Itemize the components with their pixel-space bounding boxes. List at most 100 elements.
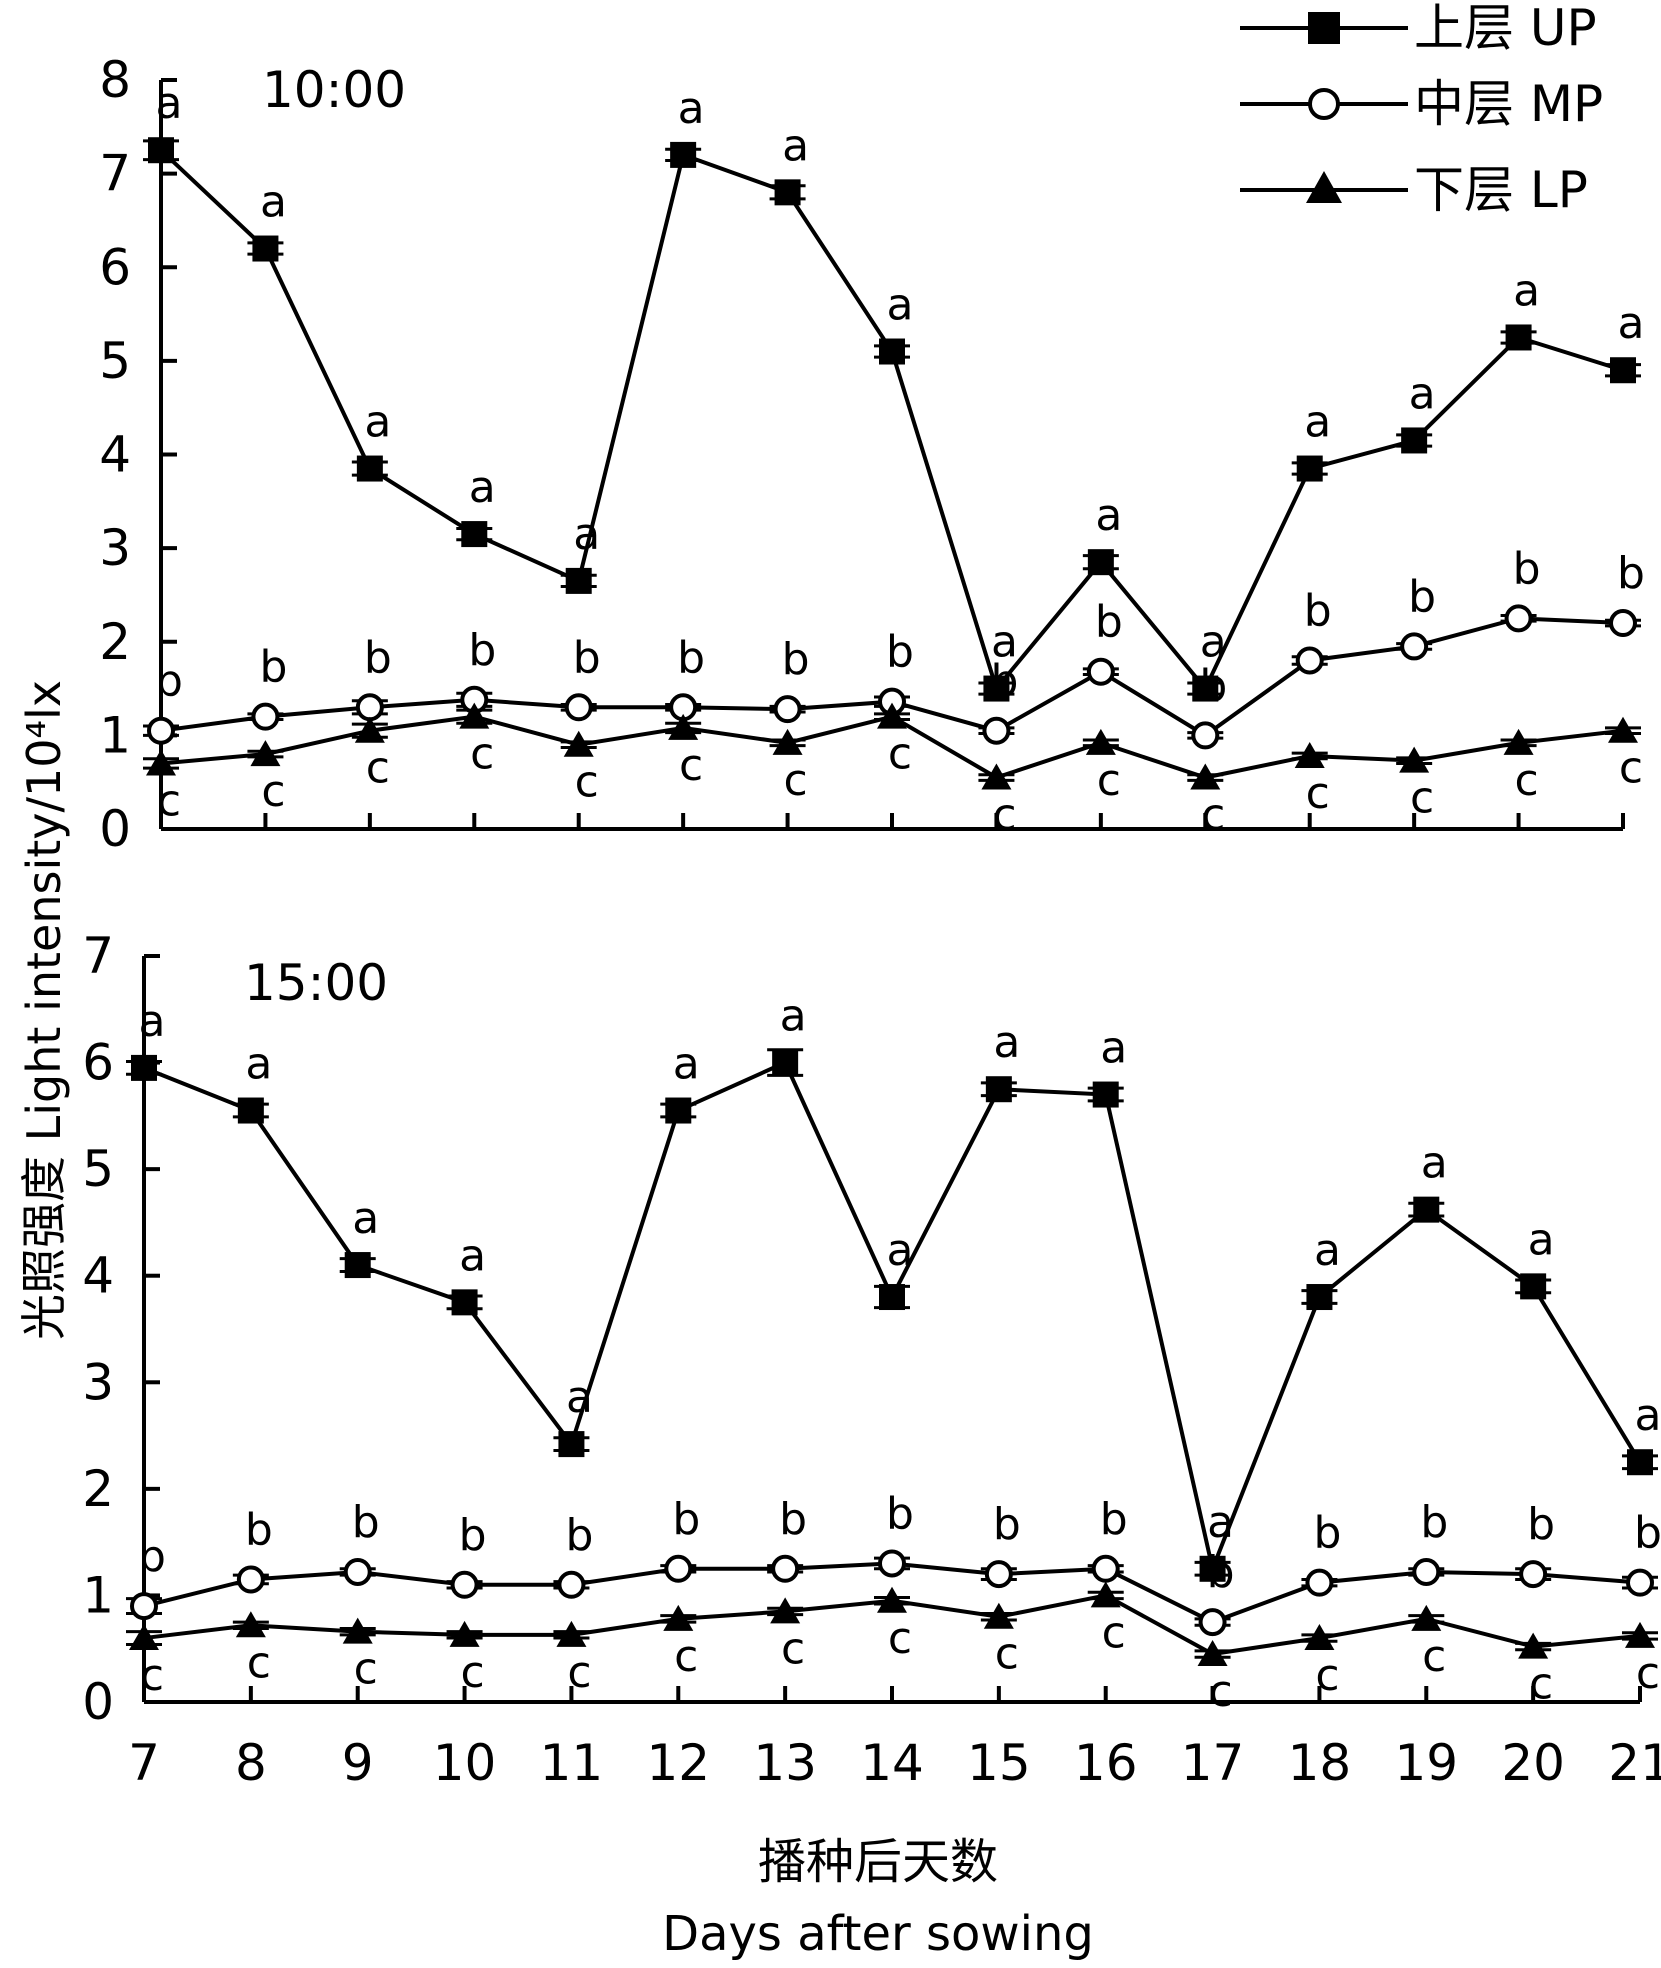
significance-label: b bbox=[1199, 660, 1227, 711]
point-up bbox=[1401, 427, 1428, 454]
point-lp bbox=[981, 763, 1012, 790]
point-lp bbox=[235, 1611, 266, 1638]
significance-label: b bbox=[1420, 1497, 1448, 1548]
significance-label: c bbox=[157, 775, 181, 826]
significance-label: b bbox=[990, 656, 1018, 707]
y-tick-label: 7 bbox=[99, 145, 131, 203]
y-tick-label: 8 bbox=[99, 51, 131, 109]
point-up bbox=[558, 1431, 585, 1458]
point-lp bbox=[877, 1586, 907, 1613]
y-tick-label: 7 bbox=[82, 927, 114, 985]
significance-label: c bbox=[888, 729, 912, 780]
panel-time-top: 10:00 bbox=[262, 61, 406, 119]
significance-label: b bbox=[573, 632, 601, 683]
point-mp bbox=[1504, 604, 1533, 633]
x-tick-label: 21 bbox=[1608, 1734, 1661, 1792]
y-axis-title: 光照强度 Light intensity/10⁴lx bbox=[17, 680, 71, 1340]
significance-label: b bbox=[352, 1497, 380, 1548]
point-lp bbox=[1625, 1621, 1655, 1648]
significance-label: c bbox=[1097, 755, 1121, 806]
point-lp bbox=[1411, 1604, 1442, 1631]
significance-label: a bbox=[887, 1225, 914, 1276]
point-lp bbox=[983, 1602, 1014, 1629]
significance-label: a bbox=[678, 83, 705, 134]
significance-label: c bbox=[366, 743, 390, 794]
x-tick-label: 11 bbox=[540, 1734, 604, 1792]
point-lp bbox=[449, 1620, 480, 1647]
point-mp bbox=[1086, 657, 1115, 686]
x-tick-label: 13 bbox=[753, 1734, 817, 1792]
point-lp bbox=[772, 728, 803, 755]
significance-label: c bbox=[1422, 1631, 1446, 1682]
point-mp bbox=[1412, 1557, 1441, 1586]
y-tick-label: 5 bbox=[99, 332, 131, 390]
point-lp bbox=[1190, 763, 1221, 790]
significance-label: c bbox=[460, 1647, 484, 1698]
significance-label: b bbox=[138, 1531, 166, 1582]
significance-label: c bbox=[1208, 1666, 1232, 1717]
significance-label: c bbox=[674, 1631, 698, 1682]
significance-label: a bbox=[1095, 490, 1122, 541]
x-tick-label: 18 bbox=[1288, 1734, 1352, 1792]
significance-label: c bbox=[783, 755, 807, 806]
significance-label: a bbox=[1200, 617, 1227, 668]
significance-label: c bbox=[247, 1637, 271, 1688]
point-mp bbox=[1091, 1554, 1120, 1583]
y-tick-label: 6 bbox=[99, 238, 131, 296]
significance-label: a bbox=[1207, 1497, 1234, 1548]
series-markers bbox=[126, 137, 1658, 1667]
legend-label-lp: 下层 LP bbox=[1414, 161, 1588, 219]
significance-label: a bbox=[1528, 1214, 1555, 1265]
point-lp bbox=[556, 1620, 587, 1647]
significance-label: a bbox=[364, 397, 391, 448]
point-mp bbox=[984, 1560, 1013, 1589]
significance-label: a bbox=[156, 78, 183, 129]
point-lp bbox=[146, 749, 176, 776]
significance-label: c bbox=[1201, 790, 1225, 841]
point-mp bbox=[450, 1570, 479, 1599]
significance-label: b bbox=[364, 632, 392, 683]
x-tick-label: 19 bbox=[1394, 1734, 1458, 1792]
significance-label: b bbox=[677, 632, 705, 683]
point-mp bbox=[664, 1554, 693, 1583]
significance-label: b bbox=[779, 1494, 807, 1545]
significance-label: a bbox=[1513, 265, 1540, 316]
point-lp bbox=[250, 740, 281, 767]
x-tick-label: 17 bbox=[1181, 1734, 1245, 1792]
panel-time-bottom: 15:00 bbox=[244, 954, 388, 1012]
point-lp bbox=[459, 702, 490, 729]
significance-label: c bbox=[575, 757, 599, 808]
significance-label: a bbox=[459, 1230, 486, 1281]
significance-label: c bbox=[1315, 1650, 1339, 1701]
point-mp bbox=[355, 693, 384, 722]
point-up bbox=[774, 179, 801, 206]
point-mp bbox=[147, 716, 175, 745]
legend: 上层 UP 中层 MP 下层 LP bbox=[1240, 0, 1603, 219]
point-up bbox=[665, 1097, 692, 1124]
point-up bbox=[461, 521, 488, 548]
significance-label: b bbox=[886, 627, 914, 678]
x-tick-label: 10 bbox=[433, 1734, 497, 1792]
point-mp bbox=[1295, 646, 1324, 675]
point-lp bbox=[770, 1597, 801, 1624]
point-up bbox=[1199, 1555, 1226, 1582]
significance-label: b bbox=[1100, 1494, 1128, 1545]
point-up bbox=[1296, 455, 1323, 482]
y-tick-label: 5 bbox=[82, 1140, 114, 1198]
significance-label: a bbox=[469, 462, 496, 513]
point-lp bbox=[1399, 746, 1430, 773]
x-tick-label: 15 bbox=[967, 1734, 1031, 1792]
significance-label: c bbox=[140, 1650, 164, 1701]
significance-label: c bbox=[888, 1613, 912, 1664]
x-axis-title-en: Days after sowing bbox=[662, 1906, 1094, 1962]
significance-label: b bbox=[1617, 548, 1645, 599]
significance-label: a bbox=[780, 991, 807, 1042]
point-up bbox=[344, 1252, 371, 1279]
legend-marker-lp bbox=[1306, 171, 1342, 203]
point-mp bbox=[1305, 1568, 1334, 1597]
point-mp bbox=[773, 695, 802, 724]
significance-label: b bbox=[1408, 571, 1436, 622]
point-mp bbox=[1609, 609, 1637, 638]
